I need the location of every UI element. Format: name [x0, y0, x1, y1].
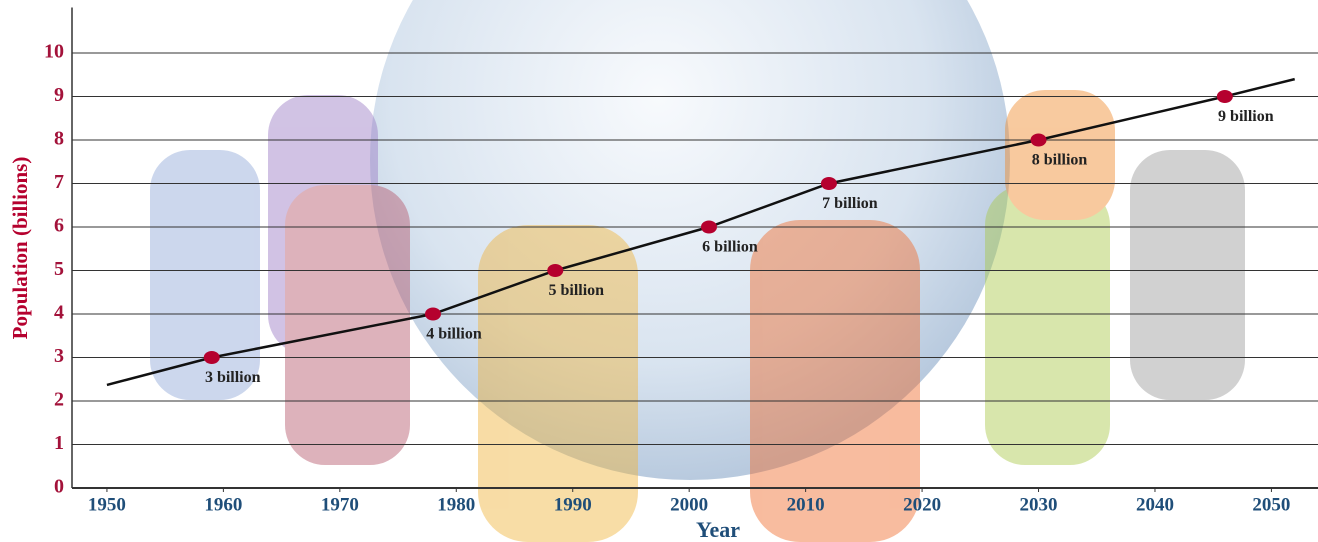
x-axis-label: Year: [696, 517, 740, 542]
y-tick-label: 10: [44, 41, 64, 63]
data-point: [424, 307, 441, 321]
data-label: 5 billion: [548, 282, 604, 299]
x-tick-label: 2000: [670, 494, 708, 515]
data-point: [700, 220, 717, 234]
people-decoration: [150, 90, 1245, 542]
data-label: 6 billion: [702, 239, 758, 256]
y-tick-label: 4: [54, 302, 64, 324]
data-point: [1216, 90, 1233, 103]
x-tick-label: 2020: [903, 494, 941, 515]
y-tick-label: 2: [54, 389, 64, 411]
x-tick-label: 1950: [88, 494, 126, 515]
data-label: 3 billion: [205, 369, 261, 386]
x-tick-label: 2040: [1136, 494, 1174, 515]
y-tick-label: 9: [54, 84, 64, 106]
data-label: 8 billion: [1032, 152, 1088, 169]
y-tick-label: 6: [54, 215, 64, 237]
x-tick-label: 1990: [554, 494, 592, 515]
data-point: [820, 177, 837, 190]
y-tick-label: 7: [54, 171, 64, 193]
data-point: [547, 264, 564, 277]
x-tick-label: 2030: [1020, 494, 1058, 515]
globe-decoration: [370, 0, 1010, 480]
y-axis-label: Population (billions): [8, 157, 32, 340]
data-label: 7 billion: [822, 195, 878, 212]
x-tick-label: 2010: [787, 494, 825, 515]
y-tick-label: 0: [54, 476, 64, 498]
data-label: 4 billion: [426, 326, 482, 343]
data-point: [1030, 133, 1047, 147]
data-label: 9 billion: [1218, 108, 1274, 125]
x-tick-label: 2050: [1252, 494, 1290, 515]
x-tick-label: 1960: [204, 494, 242, 515]
x-tick-label: 1980: [437, 494, 475, 515]
y-tick-label: 3: [54, 345, 64, 367]
x-tick-label: 1970: [321, 494, 359, 515]
y-tick-label: 5: [54, 258, 64, 280]
y-tick-label: 1: [54, 432, 64, 454]
data-point: [203, 351, 220, 364]
y-tick-label: 8: [54, 128, 64, 150]
